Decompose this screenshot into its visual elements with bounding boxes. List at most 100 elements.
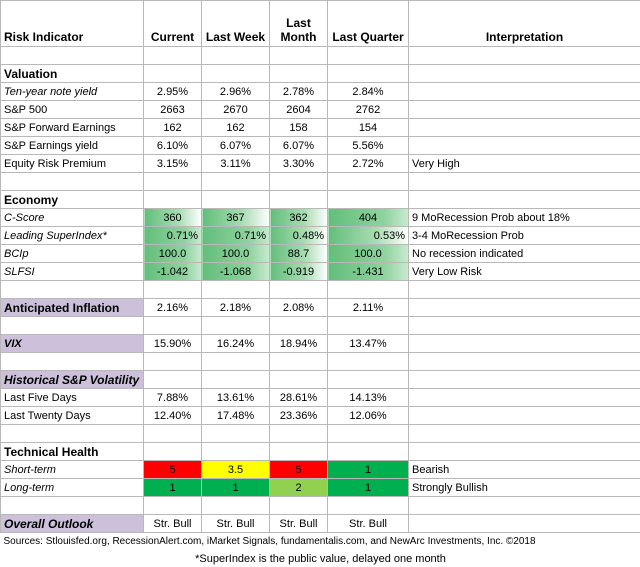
row-label: Equity Risk Premium [1, 155, 144, 173]
row-label: C-Score [1, 209, 144, 227]
header-interpretation: Interpretation [409, 1, 640, 47]
cell-week: 100.0 [202, 245, 270, 263]
cell-quarter: 2.84% [328, 83, 409, 101]
spacer-row [1, 47, 640, 65]
table-row: S&P Forward Earnings 162 162 158 154 [1, 119, 640, 137]
spacer-row [1, 173, 640, 191]
cell-interp [409, 83, 640, 101]
table-row: Leading SuperIndex* 0.71% 0.71% 0.48% 0.… [1, 227, 640, 245]
cell-week: 1 [202, 479, 270, 497]
cell-month: 88.7 [270, 245, 328, 263]
cell-week: 2.18% [202, 299, 270, 317]
section-title: Technical Health [1, 443, 144, 461]
cell-month: 362 [270, 209, 328, 227]
row-label: Long-term [1, 479, 144, 497]
cell-quarter: 13.47% [328, 335, 409, 353]
cell-month: 2.78% [270, 83, 328, 101]
cell-quarter: 12.06% [328, 407, 409, 425]
table-row: S&P 500 2663 2670 2604 2762 [1, 101, 640, 119]
cell-week: 367 [202, 209, 270, 227]
row-label: Ten-year note yield [1, 83, 144, 101]
section-volatility: Historical S&P Volatility [1, 371, 640, 389]
cell-current: 5 [144, 461, 202, 479]
row-label: VIX [1, 335, 144, 353]
cell-interp: 3-4 MoRecession Prob [409, 227, 640, 245]
cell-quarter: -1.431 [328, 263, 409, 281]
cell-interp: Bearish [409, 461, 640, 479]
section-title: Economy [1, 191, 144, 209]
cell-quarter: 1 [328, 461, 409, 479]
cell-interp: Very High [409, 155, 640, 173]
spacer-row [1, 281, 640, 299]
cell-week: 6.07% [202, 137, 270, 155]
cell-quarter: 2762 [328, 101, 409, 119]
header-last-month-line1: Last [286, 16, 311, 30]
cell-quarter: 154 [328, 119, 409, 137]
cell-current: 162 [144, 119, 202, 137]
cell-month: 2.08% [270, 299, 328, 317]
cell-month: 28.61% [270, 389, 328, 407]
cell-month: 5 [270, 461, 328, 479]
cell-month: 0.48% [270, 227, 328, 245]
cell-week: 3.5 [202, 461, 270, 479]
cell-current: 2.16% [144, 299, 202, 317]
cell-week: 162 [202, 119, 270, 137]
cell-week: 2.96% [202, 83, 270, 101]
cell-current: 12.40% [144, 407, 202, 425]
table-row: Last Five Days 7.88% 13.61% 28.61% 14.13… [1, 389, 640, 407]
cell-current: 3.15% [144, 155, 202, 173]
cell-month: 158 [270, 119, 328, 137]
cell-month: 2 [270, 479, 328, 497]
table-row: C-Score 360 367 362 404 9 MoRecession Pr… [1, 209, 640, 227]
table-row: Long-term 1 1 2 1 Strongly Bullish [1, 479, 640, 497]
cell-quarter: 404 [328, 209, 409, 227]
header-current: Current [144, 1, 202, 47]
row-label: Short-term [1, 461, 144, 479]
cell-quarter: 100.0 [328, 245, 409, 263]
cell-interp: Strongly Bullish [409, 479, 640, 497]
cell-current: 100.0 [144, 245, 202, 263]
cell-week: 2670 [202, 101, 270, 119]
cell-current: 7.88% [144, 389, 202, 407]
row-anticipated-inflation: Anticipated Inflation 2.16% 2.18% 2.08% … [1, 299, 640, 317]
cell-current: -1.042 [144, 263, 202, 281]
header-last-quarter: Last Quarter [328, 1, 409, 47]
cell-month: -0.919 [270, 263, 328, 281]
cell-month: Str. Bull [270, 515, 328, 533]
cell-quarter: 2.11% [328, 299, 409, 317]
row-label: S&P Forward Earnings [1, 119, 144, 137]
cell-month: 2604 [270, 101, 328, 119]
cell-interp [409, 101, 640, 119]
cell-week: 13.61% [202, 389, 270, 407]
footer-note-row: *SuperIndex is the public value, delayed… [1, 550, 640, 567]
footer-note: *SuperIndex is the public value, delayed… [1, 550, 640, 567]
cell-current: 360 [144, 209, 202, 227]
table-row: S&P Earnings yield 6.10% 6.07% 6.07% 5.5… [1, 137, 640, 155]
spacer-row [1, 317, 640, 335]
spacer-row [1, 353, 640, 371]
spacer-row [1, 497, 640, 515]
cell-interp: 9 MoRecession Prob about 18% [409, 209, 640, 227]
row-label: S&P 500 [1, 101, 144, 119]
header-last-week: Last Week [202, 1, 270, 47]
cell-quarter: 14.13% [328, 389, 409, 407]
cell-current: 0.71% [144, 227, 202, 245]
cell-quarter: 5.56% [328, 137, 409, 155]
cell-month: 3.30% [270, 155, 328, 173]
section-valuation: Valuation [1, 65, 640, 83]
cell-current: 2.95% [144, 83, 202, 101]
cell-week: -1.068 [202, 263, 270, 281]
cell-month: 23.36% [270, 407, 328, 425]
cell-current: 1 [144, 479, 202, 497]
cell-week: 0.71% [202, 227, 270, 245]
cell-week: 17.48% [202, 407, 270, 425]
row-label: Last Five Days [1, 389, 144, 407]
cell-current: 2663 [144, 101, 202, 119]
cell-current: Str. Bull [144, 515, 202, 533]
table-row: BCIp 100.0 100.0 88.7 100.0 No recession… [1, 245, 640, 263]
section-title: Valuation [1, 65, 144, 83]
cell-week: Str. Bull [202, 515, 270, 533]
